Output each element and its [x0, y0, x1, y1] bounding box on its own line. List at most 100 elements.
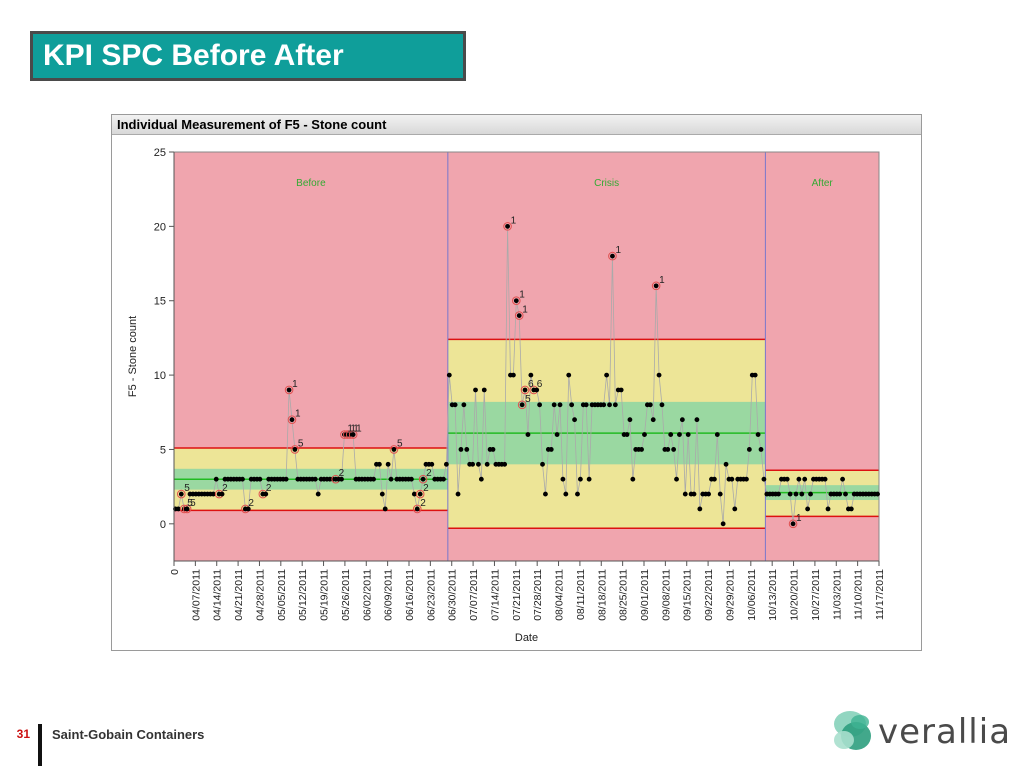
- data-point: [548, 447, 554, 452]
- data-point: [610, 253, 615, 259]
- violation-ring: [389, 445, 399, 454]
- phase-label: Crisis: [594, 178, 619, 189]
- violation-label: 1: [292, 379, 298, 390]
- data-point: [388, 476, 394, 482]
- data-point: [443, 461, 449, 467]
- data-point: [618, 387, 624, 393]
- x-tick-label: 10/20/2011: [789, 569, 801, 621]
- data-point: [650, 417, 656, 423]
- y-tick-label: 0: [160, 519, 166, 531]
- data-point: [685, 432, 691, 437]
- data-point: [525, 432, 531, 437]
- violation-label: 2: [420, 498, 426, 509]
- data-point: [315, 491, 321, 497]
- data-point: [659, 402, 665, 408]
- violation-ring: [182, 504, 192, 514]
- data-point: [848, 506, 854, 512]
- violation-ring: [608, 251, 617, 261]
- phase-label: Before: [296, 178, 326, 189]
- data-point: [697, 506, 703, 512]
- data-point: [257, 476, 263, 482]
- data-point: [796, 476, 802, 482]
- x-tick-label: 11/03/2011: [831, 569, 843, 620]
- data-point: [528, 372, 534, 378]
- data-point: [604, 372, 610, 378]
- data-point: [875, 491, 880, 497]
- violation-label: 1: [511, 215, 517, 226]
- data-point: [420, 476, 426, 482]
- data-point: [473, 387, 478, 393]
- data-point: [382, 506, 388, 512]
- x-tick-label: 08/11/2011: [575, 569, 587, 620]
- data-point: [464, 447, 470, 452]
- x-tick-label: 09/15/2011: [682, 569, 694, 621]
- violation-ring: [348, 430, 358, 439]
- x-tick-label: 10/06/2011: [746, 569, 758, 621]
- x-tick-label: 05/26/2011: [340, 569, 352, 621]
- data-point: [409, 476, 414, 482]
- y-tick-label: 5: [160, 444, 166, 456]
- data-point: [682, 491, 688, 497]
- x-tick-label: 09/29/2011: [724, 569, 736, 621]
- data-point: [723, 461, 729, 467]
- data-point: [744, 476, 749, 482]
- data-point: [560, 476, 566, 482]
- violation-label: 5: [190, 498, 196, 509]
- violation-label: 5: [397, 438, 403, 449]
- data-point: [184, 506, 190, 512]
- data-point: [784, 476, 790, 482]
- data-point: [630, 476, 636, 482]
- data-point: [481, 387, 487, 393]
- data-point: [799, 491, 805, 497]
- x-tick-label: 11/10/2011: [853, 569, 865, 620]
- data-point: [790, 521, 796, 527]
- data-point: [566, 372, 572, 378]
- data-point: [551, 402, 557, 408]
- slide-title: KPI SPC Before After: [30, 31, 466, 81]
- data-point: [717, 491, 723, 497]
- violation-label: 5: [525, 394, 531, 405]
- data-point: [714, 432, 720, 437]
- data-point: [240, 476, 245, 482]
- x-tick-label: 0: [169, 569, 181, 575]
- data-point: [510, 372, 516, 378]
- y-tick-label: 15: [154, 296, 166, 308]
- x-tick-label: 07/07/2011: [468, 569, 480, 621]
- data-point: [175, 506, 181, 512]
- data-point: [694, 417, 700, 423]
- violation-label: 2: [248, 498, 254, 509]
- x-axis-label: Date: [515, 632, 538, 644]
- x-tick-label: 11/17/2011: [874, 569, 886, 620]
- data-point: [755, 432, 761, 437]
- violation-label: 6: [528, 379, 534, 390]
- data-point: [417, 491, 423, 497]
- data-point: [283, 476, 289, 482]
- data-point: [519, 402, 525, 408]
- x-tick-label: 08/25/2011: [618, 569, 630, 621]
- data-point: [572, 417, 577, 423]
- data-point: [522, 387, 528, 393]
- violation-label: 1: [519, 290, 525, 301]
- data-point: [732, 506, 738, 512]
- violation-ring: [287, 415, 297, 425]
- data-point: [452, 402, 458, 408]
- x-tick-label: 09/01/2011: [639, 569, 651, 621]
- data-point: [752, 372, 758, 378]
- data-point: [289, 417, 295, 423]
- data-point: [624, 432, 630, 437]
- x-tick-label: 07/14/2011: [489, 569, 501, 621]
- data-point: [391, 447, 397, 452]
- violation-label: 6: [537, 379, 543, 390]
- data-point: [414, 506, 420, 512]
- page-number: 31: [16, 727, 30, 741]
- data-point: [720, 521, 726, 527]
- data-point: [674, 476, 679, 482]
- data-point: [429, 461, 435, 467]
- data-point: [808, 491, 813, 497]
- x-tick-label: 10/27/2011: [810, 569, 822, 621]
- y-axis-label: F5 - Stone count: [127, 316, 139, 397]
- violation-ring: [651, 281, 661, 291]
- data-point: [350, 432, 356, 437]
- data-point: [840, 476, 845, 482]
- x-tick-label: 06/23/2011: [425, 569, 437, 621]
